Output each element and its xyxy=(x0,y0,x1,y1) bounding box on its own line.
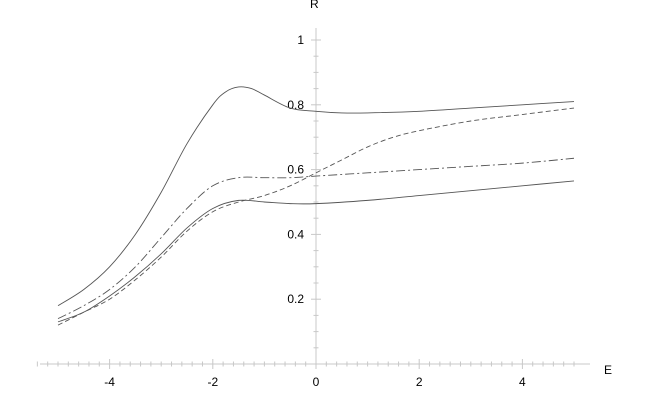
x-axis-label: E xyxy=(604,363,612,377)
y-tick-label: 0.6 xyxy=(287,163,304,177)
x-tick-label: 2 xyxy=(416,375,423,389)
y-tick-labels: 0.20.40.60.81 xyxy=(287,33,304,306)
series-line-2 xyxy=(57,107,575,326)
y-tick-label: 0.4 xyxy=(287,227,304,241)
x-tick-label: -2 xyxy=(207,375,218,389)
x-minor-ticks xyxy=(36,359,575,369)
y-tick-label: 1 xyxy=(297,33,304,47)
axes-group: -4 -2 0 2 4 0.20.40.60.81 E R xyxy=(36,0,612,389)
y-axis-label: R xyxy=(310,0,319,11)
x-tick-label: 4 xyxy=(519,375,526,389)
x-tick-label: 0 xyxy=(313,375,320,389)
y-tick-label: 0.2 xyxy=(287,292,304,306)
series-line-1 xyxy=(57,86,575,307)
series-line-4 xyxy=(57,180,575,323)
series-line-3 xyxy=(57,157,575,320)
x-tick-labels: -4 -2 0 2 4 xyxy=(104,375,526,389)
series-group xyxy=(57,86,575,326)
x-tick-label: -4 xyxy=(104,375,115,389)
y-minor-ticks xyxy=(311,39,321,349)
